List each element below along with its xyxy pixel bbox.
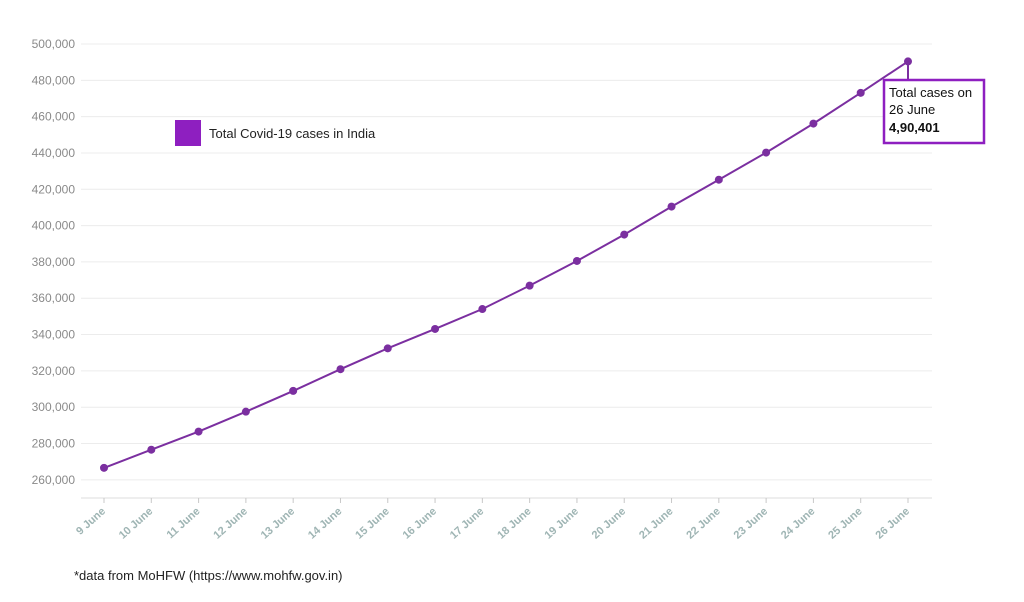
x-tick-label: 16 June xyxy=(401,505,439,541)
x-tick-label: 23 June xyxy=(732,505,770,541)
data-point xyxy=(714,175,723,184)
x-tick-label: 12 June xyxy=(211,505,249,541)
y-tick-label: 400,000 xyxy=(32,219,76,233)
callout-line1: Total cases on xyxy=(889,85,972,100)
data-point xyxy=(147,445,156,454)
y-tick-label: 300,000 xyxy=(32,400,76,414)
x-tick-label: 26 June xyxy=(874,505,912,541)
x-tick-label: 25 June xyxy=(826,505,864,541)
legend: Total Covid-19 cases in India xyxy=(175,120,376,146)
callout-box xyxy=(882,78,986,145)
data-point xyxy=(525,281,534,290)
x-tick-label: 10 June xyxy=(117,505,155,541)
x-tick-label: 17 June xyxy=(448,505,486,541)
data-point xyxy=(762,148,771,157)
data-point xyxy=(241,407,250,416)
y-tick-label: 360,000 xyxy=(32,291,76,305)
y-tick-label: 380,000 xyxy=(32,255,76,269)
x-axis: 9 June 10 June 11 June 12 June 13 June 14 Jun… xyxy=(74,498,912,542)
data-point xyxy=(383,344,392,353)
data-point xyxy=(478,305,487,314)
data-point xyxy=(336,365,345,374)
y-tick-label: 420,000 xyxy=(32,182,76,196)
data-point xyxy=(809,119,818,128)
gridlines xyxy=(81,43,932,499)
data-point xyxy=(856,88,865,97)
y-tick-label: 260,000 xyxy=(32,473,76,487)
y-tick-label: 500,000 xyxy=(32,37,76,51)
x-tick-label: 18 June xyxy=(495,505,533,541)
x-tick-label: 24 June xyxy=(779,505,817,541)
y-tick-label: 320,000 xyxy=(32,364,76,378)
data-point xyxy=(289,386,298,395)
y-tick-label: 440,000 xyxy=(32,146,76,160)
y-tick-label: 280,000 xyxy=(32,437,76,451)
x-tick-label: 21 June xyxy=(637,505,675,541)
x-tick-label: 9 June xyxy=(74,505,108,537)
callout-value: 4,90,401 xyxy=(889,120,940,135)
data-point xyxy=(431,324,440,333)
x-tick-label: 19 June xyxy=(542,505,580,541)
callout: Total cases on 26 June 4,90,401 xyxy=(882,61,986,145)
callout-line2: 26 June xyxy=(889,102,935,117)
legend-label: Total Covid-19 cases in India xyxy=(209,126,376,141)
x-tick-label: 11 June xyxy=(165,505,203,541)
footnote: *data from MoHFW (https://www.mohfw.gov.… xyxy=(74,568,343,583)
data-point xyxy=(667,202,676,211)
y-tick-label: 340,000 xyxy=(32,328,76,342)
series-line xyxy=(103,60,909,469)
x-tick-label: 22 June xyxy=(684,505,722,541)
line-chart: 260,000 280,000 300,000 320,000 340,000 360,0… xyxy=(32,37,986,542)
y-tick-label: 460,000 xyxy=(32,110,76,124)
data-point xyxy=(100,463,108,472)
x-tick-label: 14 June xyxy=(306,505,344,541)
y-tick-label: 480,000 xyxy=(32,73,76,87)
y-axis: 260,000 280,000 300,000 320,000 340,000 360,0… xyxy=(32,37,76,487)
data-point xyxy=(572,256,581,265)
x-tick-label: 15 June xyxy=(353,505,391,541)
data-point xyxy=(620,230,629,239)
data-point xyxy=(194,427,203,436)
x-tick-label: 13 June xyxy=(259,505,297,541)
legend-swatch xyxy=(175,120,201,146)
data-points xyxy=(100,57,912,472)
x-tick-label: 20 June xyxy=(590,505,628,541)
